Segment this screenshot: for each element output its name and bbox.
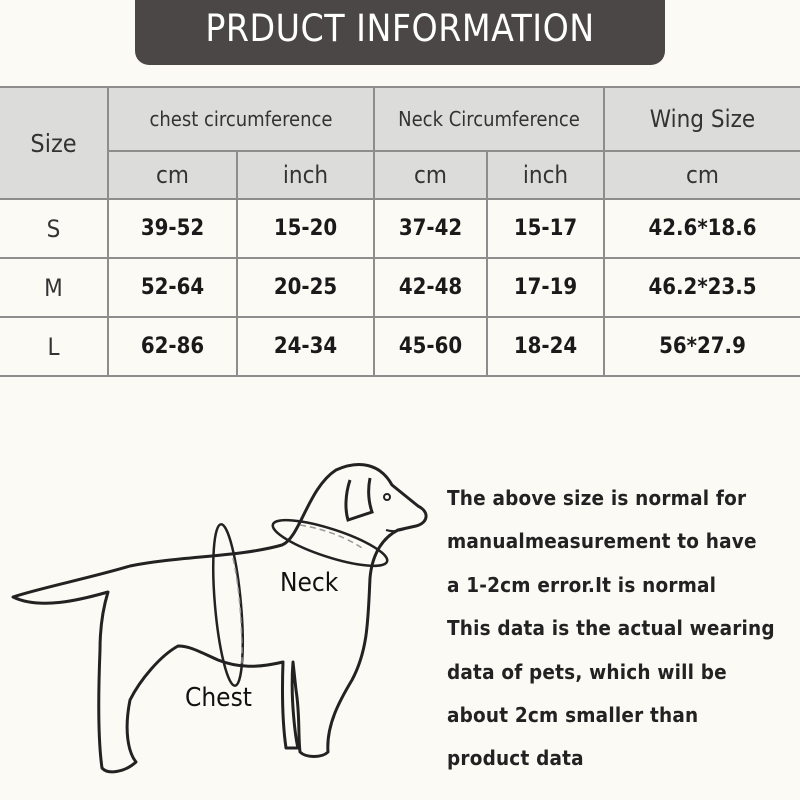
value-cell: 52-64 [107, 257, 238, 318]
page-title: PRDUCT INFORMATION [205, 7, 595, 50]
ear-icon [344, 477, 374, 522]
size-cell: S [0, 198, 109, 259]
value-cell: 62-86 [107, 316, 238, 377]
dog-outline [11, 463, 428, 774]
value-cell: 17-19 [486, 257, 605, 318]
wing-header: Wing Size [603, 86, 800, 152]
chest-header: chest circumference [107, 86, 375, 152]
unit-cell: cm [107, 150, 238, 200]
chest-measure-ring [212, 523, 244, 687]
note-line: about 2cm smaller than [447, 703, 699, 728]
note-line: manualmeasurement to have [447, 529, 757, 554]
value-cell: 56*27.9 [603, 316, 800, 377]
note-line: a 1-2cm error.It is normal [447, 572, 717, 597]
unit-cell: inch [486, 150, 605, 200]
eye-icon [383, 493, 391, 501]
value-cell: 24-34 [236, 316, 375, 377]
unit-cell: cm [603, 150, 800, 200]
value-cell: 37-42 [373, 198, 488, 259]
value-cell: 45-60 [373, 316, 488, 377]
size-cell: L [0, 316, 109, 377]
note-line: This data is the actual wearing [447, 616, 775, 641]
neck-label: Neck [280, 568, 339, 598]
chest-label: Chest [185, 683, 252, 713]
title-banner: PRDUCT INFORMATION [135, 0, 665, 65]
value-cell: 42-48 [373, 257, 488, 318]
unit-cell: inch [236, 150, 375, 200]
size-header: Size [0, 86, 109, 200]
neck-measure-ring [271, 518, 389, 568]
unit-cell: cm [373, 150, 488, 200]
table-row: S 39-52 15-20 37-42 15-17 42.6*18.6 [0, 198, 800, 259]
value-cell: 42.6*18.6 [603, 198, 800, 259]
value-cell: 18-24 [486, 316, 605, 377]
value-cell: 20-25 [236, 257, 375, 318]
table-row: M 52-64 20-25 42-48 17-19 46.2*23.5 [0, 257, 800, 318]
value-cell: 15-17 [486, 198, 605, 259]
note-line: product data [447, 746, 584, 771]
note-line: The above size is normal for [447, 486, 747, 510]
value-cell: 15-20 [236, 198, 375, 259]
value-cell: 39-52 [107, 198, 238, 259]
note-line: data of pets, which will be [447, 659, 727, 684]
table-row: L 62-86 24-34 45-60 18-24 56*27.9 [0, 316, 800, 377]
size-note: The above size is normal for manualmeasu… [447, 477, 775, 781]
size-table: Size chest circumference Neck Circumfere… [0, 86, 800, 377]
size-cell: M [0, 257, 109, 318]
neck-header: Neck Circumference [373, 86, 605, 152]
